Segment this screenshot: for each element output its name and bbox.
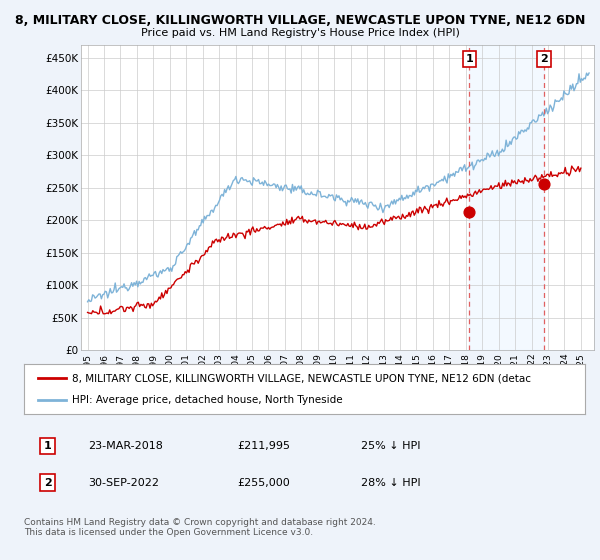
Text: HPI: Average price, detached house, North Tyneside: HPI: Average price, detached house, Nort… — [71, 395, 343, 405]
Point — [464, 208, 474, 217]
Bar — [469, 45, 544, 350]
Text: 23-MAR-2018: 23-MAR-2018 — [89, 441, 163, 451]
Text: 2: 2 — [44, 478, 52, 488]
Text: 8, MILITARY CLOSE, KILLINGWORTH VILLAGE, NEWCASTLE UPON TYNE, NE12 6DN (detac: 8, MILITARY CLOSE, KILLINGWORTH VILLAGE,… — [71, 373, 530, 383]
Text: £211,995: £211,995 — [237, 441, 290, 451]
Text: 28% ↓ HPI: 28% ↓ HPI — [361, 478, 420, 488]
Point — [539, 180, 548, 189]
Text: 8, MILITARY CLOSE, KILLINGWORTH VILLAGE, NEWCASTLE UPON TYNE, NE12 6DN: 8, MILITARY CLOSE, KILLINGWORTH VILLAGE,… — [15, 14, 585, 27]
Text: 25% ↓ HPI: 25% ↓ HPI — [361, 441, 420, 451]
Text: Contains HM Land Registry data © Crown copyright and database right 2024.
This d: Contains HM Land Registry data © Crown c… — [24, 518, 376, 538]
Text: 1: 1 — [466, 54, 473, 64]
Text: 1: 1 — [44, 441, 52, 451]
Text: £255,000: £255,000 — [237, 478, 290, 488]
Text: 30-SEP-2022: 30-SEP-2022 — [89, 478, 160, 488]
Text: Price paid vs. HM Land Registry's House Price Index (HPI): Price paid vs. HM Land Registry's House … — [140, 28, 460, 38]
Text: 2: 2 — [540, 54, 548, 64]
